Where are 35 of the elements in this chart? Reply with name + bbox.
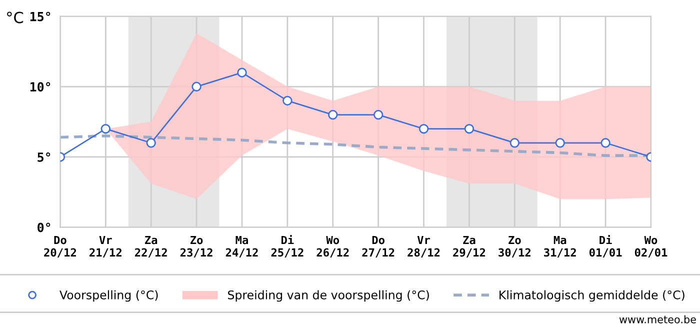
legend-label: Klimatologisch gemiddelde (°C) bbox=[500, 290, 684, 302]
x-tick-label: Za 22/12 bbox=[134, 236, 167, 258]
x-tick-label: Do 20/12 bbox=[44, 236, 76, 258]
point bbox=[282, 96, 292, 106]
point bbox=[237, 68, 247, 78]
y-axis-title: °C bbox=[7, 12, 24, 24]
x-tick-label: Vr 28/12 bbox=[408, 236, 440, 258]
y-tick-label: 10° bbox=[30, 82, 50, 92]
x-tick-label: Ma 24/12 bbox=[226, 236, 258, 258]
x-tick-label: Zo 23/12 bbox=[180, 236, 212, 258]
text: www.meteo.be bbox=[619, 315, 696, 324]
legend-label: Voorspelling (°C) bbox=[60, 290, 158, 302]
text: Spreiding van de voorspelling (°C) bbox=[228, 290, 429, 302]
point bbox=[600, 138, 610, 148]
point bbox=[555, 138, 565, 148]
point bbox=[192, 82, 202, 92]
point bbox=[373, 110, 384, 120]
point bbox=[146, 138, 156, 148]
y-tick-label: 15° bbox=[30, 12, 50, 22]
point bbox=[328, 110, 338, 120]
point bbox=[418, 124, 429, 134]
x-tick-label: Za 29/12 bbox=[453, 236, 486, 258]
x-tick-label: Di 25/12 bbox=[271, 235, 304, 258]
point bbox=[464, 124, 474, 134]
x-tick-label: Wo 02/01 bbox=[634, 236, 668, 258]
x-tick-label: Wo 26/12 bbox=[316, 236, 349, 258]
x-tick-label: Vr 21/12 bbox=[90, 236, 122, 258]
point bbox=[510, 138, 520, 148]
x-tick-label: Zo 30/12 bbox=[498, 236, 530, 258]
x-tick-label: Di 01/01 bbox=[589, 235, 622, 258]
y-tick-label: 5° bbox=[38, 152, 50, 162]
x-tick-label: Ma 31/12 bbox=[544, 236, 576, 258]
y-tick-label: 0° bbox=[38, 222, 50, 232]
x-tick-label: Do 27/12 bbox=[362, 236, 394, 258]
point bbox=[100, 124, 111, 134]
